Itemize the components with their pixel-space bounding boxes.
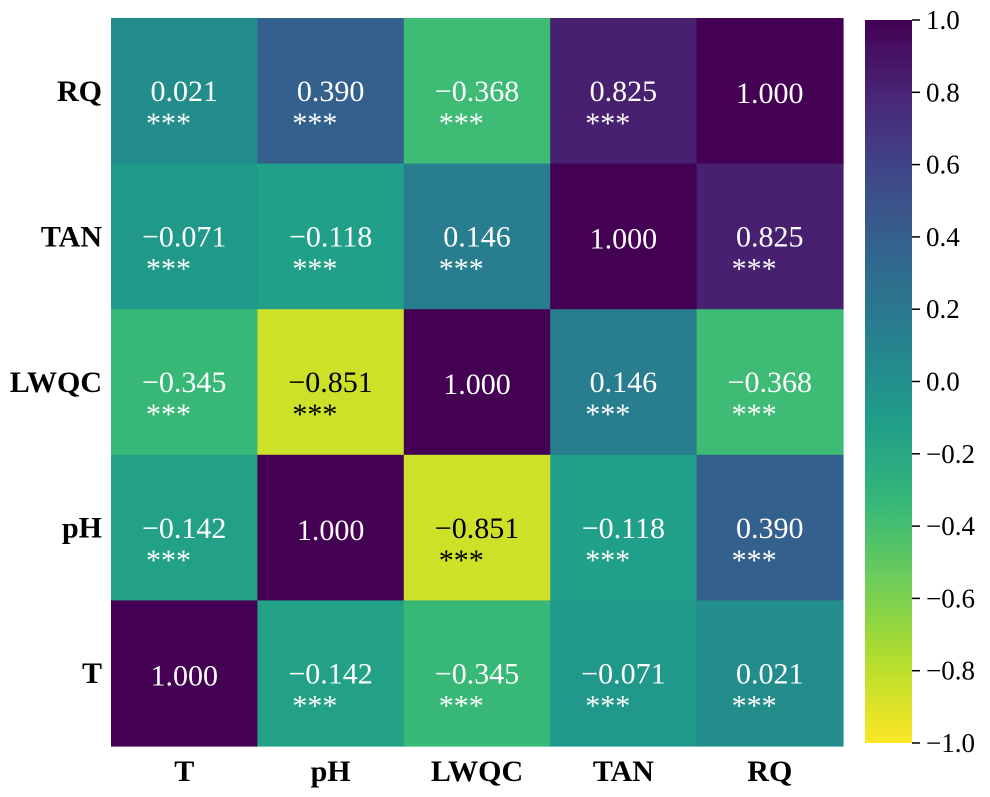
heatmap-cell — [257, 309, 405, 456]
cell-value-label: −0.345 — [142, 366, 226, 399]
y-tick-label: TAN — [41, 220, 102, 253]
heatmap-cell — [550, 18, 698, 165]
cell-value-label: −0.142 — [288, 657, 372, 690]
cell-significance-stars: *** — [585, 544, 630, 577]
heatmap-cell — [257, 454, 405, 601]
cell-value-label: −0.142 — [142, 512, 226, 545]
cell-value-label: −0.071 — [581, 657, 665, 690]
cell-significance-stars: *** — [439, 253, 484, 286]
cell-significance-stars: *** — [585, 398, 630, 431]
cell-significance-stars: *** — [146, 107, 191, 140]
heatmap-cell — [696, 309, 844, 456]
cell-value-label: 1.000 — [150, 659, 218, 692]
cell-significance-stars: *** — [439, 689, 484, 722]
colorbar-tick-label: −1.0 — [926, 728, 975, 758]
colorbar-tick-label: −0.4 — [926, 511, 975, 541]
cell-significance-stars: *** — [146, 398, 191, 431]
cell-value-label: −0.118 — [289, 221, 372, 254]
cell-significance-stars: *** — [292, 398, 337, 431]
cell-value-label: 0.825 — [736, 221, 804, 254]
cell-value-label: −0.118 — [582, 512, 665, 545]
heatmap-cell — [257, 163, 405, 310]
cell-significance-stars: *** — [732, 689, 777, 722]
heatmap-cell — [403, 454, 551, 601]
colorbar-tick-label: −0.2 — [926, 439, 975, 469]
cell-value-label: −0.851 — [435, 512, 519, 545]
cell-significance-stars: *** — [732, 253, 777, 286]
heatmap-cell — [257, 18, 405, 165]
colorbar-tick-label: 1.0 — [926, 5, 960, 35]
cell-value-label: −0.071 — [142, 221, 226, 254]
colorbar-tick-label: 0.4 — [926, 222, 960, 252]
colorbar-ticks: 1.0 0.8 0.6 0.4 0.2 0.0 −0.2 −0.4 −0.6 −0.8 −1.0 — [912, 5, 975, 758]
heatmap-cells — [111, 18, 844, 747]
cell-significance-stars: *** — [146, 544, 191, 577]
x-tick-label: TAN — [593, 755, 654, 788]
cell-significance-stars: *** — [732, 544, 777, 577]
cell-value-label: 0.021 — [150, 75, 218, 108]
cell-significance-stars: *** — [439, 544, 484, 577]
heatmap-cell — [111, 309, 258, 456]
cell-value-label: −0.368 — [728, 366, 812, 399]
x-tick-label: LWQC — [431, 755, 523, 788]
heatmap-cell — [403, 163, 551, 310]
y-tick-label: RQ — [57, 75, 102, 108]
heatmap-cell — [550, 163, 698, 310]
cell-value-label: 0.146 — [590, 366, 658, 399]
heatmap-cell — [403, 600, 551, 747]
x-tick-label: RQ — [747, 755, 792, 788]
cell-value-label: 1.000 — [443, 368, 511, 401]
cell-significance-stars: *** — [732, 398, 777, 431]
heatmap-cell — [696, 18, 844, 165]
x-tick-label: pH — [311, 755, 351, 788]
cell-significance-stars: *** — [146, 253, 191, 286]
cell-value-label: 1.000 — [297, 514, 365, 547]
cell-significance-stars: *** — [585, 107, 630, 140]
cell-value-label: 1.000 — [736, 77, 804, 110]
colorbar-tick-label: 0.0 — [926, 367, 960, 397]
cell-value-label: 0.390 — [736, 512, 804, 545]
heatmap-cell — [111, 18, 258, 165]
heatmap-cell-labels: 0.021***0.390***−0.368***0.825***1.000−0… — [142, 75, 812, 722]
heatmap-cell — [111, 163, 258, 310]
y-axis-labels: RQ TAN LWQC pH T — [10, 75, 103, 690]
heatmap-cell — [550, 309, 698, 456]
colorbar-tick-label: 0.6 — [926, 150, 960, 180]
cell-value-label: −0.851 — [288, 366, 372, 399]
cell-significance-stars: *** — [439, 107, 484, 140]
heatmap-cell — [111, 454, 258, 601]
colorbar-tick-label: 0.8 — [926, 77, 960, 107]
heatmap-cell — [696, 600, 844, 747]
heatmap-cell — [550, 454, 698, 601]
heatmap-cell — [403, 309, 551, 456]
heatmap-cell — [111, 600, 258, 747]
cell-value-label: 1.000 — [590, 223, 658, 256]
cell-significance-stars: *** — [292, 689, 337, 722]
colorbar-tick-label: −0.6 — [926, 583, 975, 613]
cell-value-label: −0.345 — [435, 657, 519, 690]
cell-value-label: 0.825 — [590, 75, 658, 108]
cell-significance-stars: *** — [292, 253, 337, 286]
y-tick-label: pH — [62, 512, 102, 545]
cell-significance-stars: *** — [292, 107, 337, 140]
cell-value-label: 0.390 — [297, 75, 365, 108]
cell-value-label: 0.146 — [443, 221, 511, 254]
colorbar-tick-label: −0.8 — [926, 656, 975, 686]
cell-significance-stars: *** — [585, 689, 630, 722]
x-tick-label: T — [174, 755, 194, 788]
heatmap-cell — [696, 163, 844, 310]
heatmap-cell — [257, 600, 405, 747]
cell-value-label: −0.368 — [435, 75, 519, 108]
y-tick-label: LWQC — [10, 366, 102, 399]
heatmap-cell — [403, 18, 551, 165]
y-tick-label: T — [82, 657, 102, 690]
heatmap-cell — [550, 600, 698, 747]
colorbar-tick-label: 0.2 — [926, 294, 960, 324]
cell-value-label: 0.021 — [736, 657, 804, 690]
colorbar — [865, 20, 912, 743]
heatmap-cell — [696, 454, 844, 601]
